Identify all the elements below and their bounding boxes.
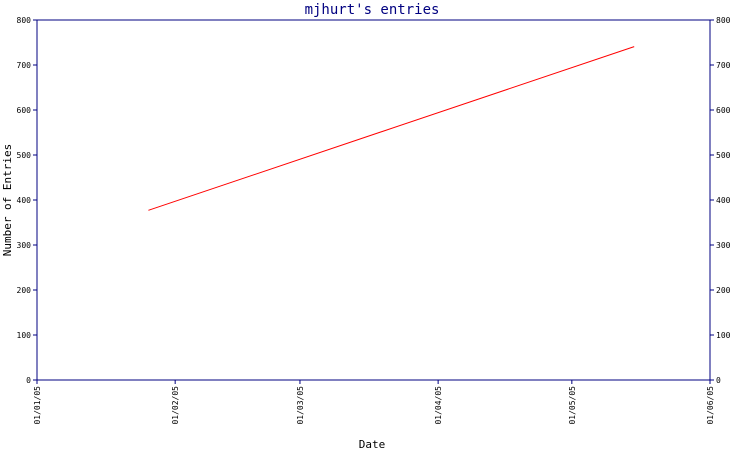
y-tick-label-left: 600 [17,106,32,115]
y-tick-label-left: 200 [17,286,32,295]
x-tick-label: 01/03/05 [296,386,305,425]
y-tick-label-right: 400 [716,196,731,205]
y-tick-label-right: 0 [716,376,721,385]
y-tick-label-left: 0 [26,376,31,385]
x-tick-label: 01/05/05 [568,386,577,425]
x-tick-label: 01/06/05 [706,386,715,425]
y-tick-label-left: 100 [17,331,32,340]
y-tick-label-right: 700 [716,61,731,70]
y-tick-label-right: 800 [716,16,731,25]
x-tick-label: 01/04/05 [434,386,443,425]
x-axis-label: Date [359,438,386,450]
y-tick-label-left: 400 [17,196,32,205]
y-tick-label-right: 500 [716,151,731,160]
series-line [148,46,635,211]
chart-title: mjhurt's entries [305,2,440,18]
y-tick-label-right: 300 [716,241,731,250]
y-tick-label-right: 100 [716,331,731,340]
x-tick-label: 01/02/05 [171,386,180,425]
y-tick-label-right: 600 [716,106,731,115]
plot-area: 0 0 100 100 200 200 300 300 400 400 500 500 600 600 70… [17,16,731,425]
y-tick-label-left: 800 [17,16,32,25]
y-axis-label: Number of Entries [1,144,14,257]
y-tick-label-left: 500 [17,151,32,160]
y-tick-label-left: 700 [17,61,32,70]
y-tick-label-left: 300 [17,241,32,250]
x-tick-label: 01/01/05 [33,386,42,425]
y-tick-label-right: 200 [716,286,731,295]
